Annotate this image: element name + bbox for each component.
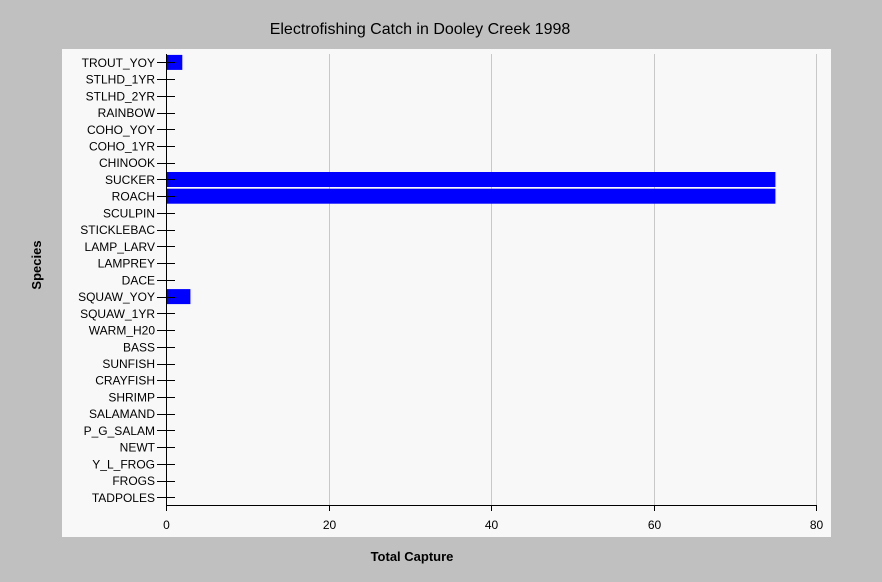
y-tick-label: TROUT_YOY [82,56,155,70]
grid [329,54,817,505]
y-tick-label: FROGS [112,474,155,488]
x-tick-label: 40 [485,518,499,532]
y-tick-label: STICKLEBAC [80,223,155,237]
x-tick-label: 60 [648,518,662,532]
y-tick-label: COHO_YOY [87,123,155,137]
y-tick-label: CRAYFISH [95,374,155,388]
x-tick-label: 80 [810,518,824,532]
y-tick-label: STLHD_2YR [86,89,156,103]
y-axis-title: Species [29,240,44,289]
y-tick-label: SCULPIN [103,206,155,220]
y-tick-label: LAMPREY [98,257,155,271]
y-tick-label: LAMP_LARV [85,240,155,254]
y-tick-label: CHINOOK [99,156,155,170]
y-tick-label: TADPOLES [92,491,155,505]
y-tick-label: SQUAW_1YR [80,307,155,321]
y-tick-label: SQUAW_YOY [78,290,155,304]
x-axis: 0 20 40 60 80 [163,505,823,532]
y-tick-label: COHO_1YR [89,140,155,154]
x-axis-title: Total Capture [371,549,454,564]
y-tick-label: SHRIMP [108,391,155,405]
y-tick-label: SALAMAND [89,407,155,421]
y-tick-label: STLHD_1YR [86,73,156,87]
bar [166,289,191,305]
y-tick-label: SUCKER [105,173,155,187]
chart-title: Electrofishing Catch in Dooley Creek 199… [270,21,571,38]
y-tick-label: ROACH [112,190,155,204]
y-tick-label: RAINBOW [98,106,156,120]
y-tick-label: WARM_H20 [89,324,156,338]
bars [166,54,776,305]
y-tick-label: Y_L_FROG [92,457,155,471]
y-tick-label: BASS [123,340,155,354]
y-tick-label: P_G_SALAM [84,424,155,438]
bar [166,172,776,187]
bar [166,188,776,204]
y-tick-label: DACE [122,273,155,287]
y-tick-label: SUNFISH [102,357,155,371]
x-tick-label: 20 [323,518,337,532]
x-tick-label: 0 [163,518,170,532]
y-axis: TROUT_YOY STLHD_1YR STLHD_2YR RAINBOW COHO_Y… [78,54,175,505]
y-tick-label: NEWT [120,441,156,455]
